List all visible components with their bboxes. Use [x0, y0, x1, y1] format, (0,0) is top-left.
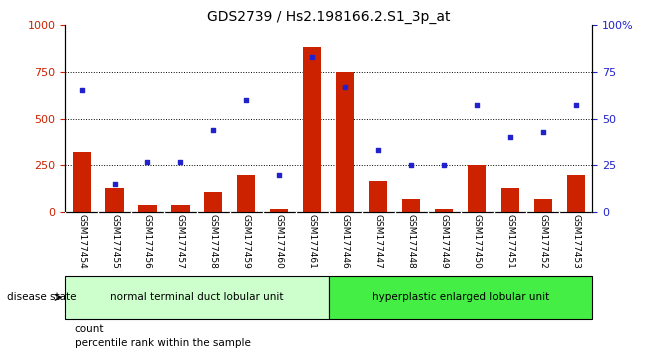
Bar — [105, 188, 124, 212]
Point — [340, 84, 350, 90]
Point — [143, 159, 153, 165]
Text: GSM177447: GSM177447 — [374, 214, 383, 269]
Bar — [501, 188, 519, 212]
Bar — [270, 209, 288, 212]
Bar — [238, 175, 255, 212]
Bar — [468, 165, 486, 212]
Text: hyperplastic enlarged lobular unit: hyperplastic enlarged lobular unit — [372, 292, 549, 302]
Point — [472, 103, 482, 108]
Bar — [329, 276, 592, 319]
Bar — [369, 181, 387, 212]
Text: GSM177454: GSM177454 — [77, 214, 86, 269]
Point — [373, 148, 383, 153]
Point — [208, 127, 219, 133]
Point — [241, 97, 251, 103]
Text: normal terminal duct lobular unit: normal terminal duct lobular unit — [110, 292, 284, 302]
Point — [439, 162, 449, 168]
Text: GSM177450: GSM177450 — [473, 214, 482, 269]
Text: GSM177449: GSM177449 — [439, 214, 449, 269]
Point — [571, 103, 581, 108]
Bar — [336, 72, 354, 212]
Text: GSM177460: GSM177460 — [275, 214, 284, 269]
Bar — [567, 175, 585, 212]
Text: GSM177458: GSM177458 — [209, 214, 218, 269]
Bar — [534, 199, 552, 212]
Point — [175, 159, 186, 165]
Point — [109, 181, 120, 187]
Point — [307, 54, 318, 59]
Point — [505, 135, 515, 140]
Bar — [72, 152, 90, 212]
Text: GSM177457: GSM177457 — [176, 214, 185, 269]
Text: GSM177451: GSM177451 — [506, 214, 514, 269]
Point — [538, 129, 548, 135]
Text: disease state: disease state — [7, 292, 76, 302]
Text: count: count — [75, 324, 104, 334]
Text: GSM177459: GSM177459 — [242, 214, 251, 269]
Text: percentile rank within the sample: percentile rank within the sample — [75, 338, 251, 348]
Point — [274, 172, 284, 178]
Bar — [402, 199, 420, 212]
Title: GDS2739 / Hs2.198166.2.S1_3p_at: GDS2739 / Hs2.198166.2.S1_3p_at — [207, 10, 450, 24]
Bar — [303, 47, 322, 212]
Bar — [435, 209, 453, 212]
Text: GSM177448: GSM177448 — [407, 214, 415, 269]
Bar — [65, 276, 329, 319]
Bar — [204, 192, 223, 212]
Point — [406, 162, 417, 168]
Bar — [139, 205, 156, 212]
Text: GSM177452: GSM177452 — [538, 214, 547, 269]
Text: GSM177446: GSM177446 — [340, 214, 350, 269]
Text: GSM177461: GSM177461 — [308, 214, 317, 269]
Text: GSM177456: GSM177456 — [143, 214, 152, 269]
Point — [76, 87, 87, 93]
Bar — [171, 205, 189, 212]
Text: GSM177455: GSM177455 — [110, 214, 119, 269]
Text: GSM177453: GSM177453 — [572, 214, 581, 269]
